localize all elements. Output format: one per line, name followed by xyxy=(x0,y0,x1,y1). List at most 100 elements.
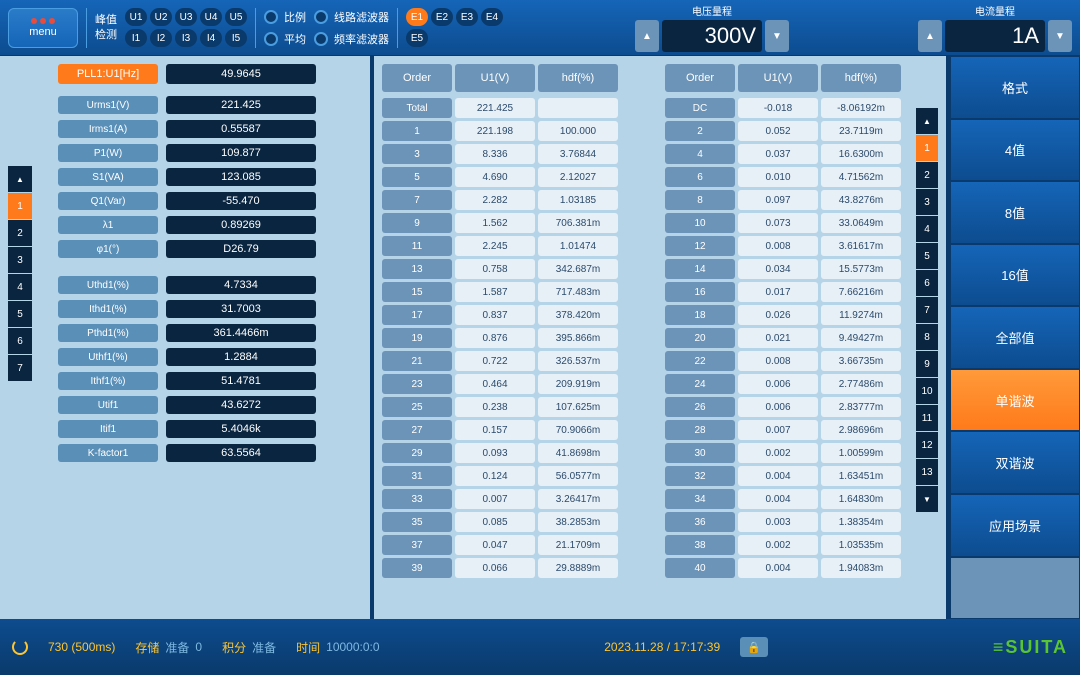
freq-filter-radio[interactable]: 频率滤波器 xyxy=(314,31,389,47)
harmonic-order: 34 xyxy=(665,489,735,509)
measurement-row: Uthf1(%)1.2884 xyxy=(58,348,362,366)
channel-I1[interactable]: I1 xyxy=(125,29,147,47)
right-menu-4[interactable]: 全部值 xyxy=(950,306,1080,369)
right-menu-7[interactable]: 应用场景 xyxy=(950,494,1080,557)
harmonic-order: 13 xyxy=(382,259,452,279)
right-menu-1[interactable]: 4值 xyxy=(950,119,1080,182)
left-tab-1[interactable]: 1 xyxy=(8,193,32,219)
e-channel-E1[interactable]: E1 xyxy=(406,8,428,26)
harmonic-u1: 0.004 xyxy=(738,558,818,578)
center-tab-3[interactable]: 3 xyxy=(916,189,938,215)
channel-I2[interactable]: I2 xyxy=(150,29,172,47)
harmonic-order: 14 xyxy=(665,259,735,279)
channel-U4[interactable]: U4 xyxy=(200,8,222,26)
left-tab-7[interactable]: 7 xyxy=(8,355,32,381)
harmonic-u1: 0.722 xyxy=(455,351,535,371)
tab-up[interactable]: ▲ xyxy=(916,108,938,134)
harmonic-u1: 4.690 xyxy=(455,167,535,187)
harmonic-hdf: 3.26417m xyxy=(538,489,618,509)
harmonic-u1: 0.758 xyxy=(455,259,535,279)
harmonic-u1: 0.073 xyxy=(738,213,818,233)
center-tab-4[interactable]: 4 xyxy=(916,216,938,242)
harmonic-order: 23 xyxy=(382,374,452,394)
right-menu-5[interactable]: 单谐波 xyxy=(950,369,1080,432)
menu-button[interactable]: menu xyxy=(8,8,78,48)
channel-I5[interactable]: I5 xyxy=(225,29,247,47)
right-menu-6[interactable]: 双谐波 xyxy=(950,431,1080,494)
harmonic-hdf: 29.8889m xyxy=(538,558,618,578)
tab-down[interactable]: ▼ xyxy=(916,486,938,512)
voltage-up-button[interactable]: ▲ xyxy=(635,20,659,52)
harmonic-order: 39 xyxy=(382,558,452,578)
center-tab-8[interactable]: 8 xyxy=(916,324,938,350)
harmonic-hdf: 3.76844 xyxy=(538,144,618,164)
center-tab-11[interactable]: 11 xyxy=(916,405,938,431)
left-tab-4[interactable]: 4 xyxy=(8,274,32,300)
channel-U5[interactable]: U5 xyxy=(225,8,247,26)
center-tab-10[interactable]: 10 xyxy=(916,378,938,404)
channel-I4[interactable]: I4 xyxy=(200,29,222,47)
center-tab-1[interactable]: 1 xyxy=(916,135,938,161)
channel-U2[interactable]: U2 xyxy=(150,8,172,26)
avg-radio[interactable]: 平均 xyxy=(264,31,306,47)
measurement-label: Ithd1(%) xyxy=(58,300,158,318)
measurement-row: Ithf1(%)51.4781 xyxy=(58,372,362,390)
peak-detect-label: 峰值 检测 xyxy=(95,13,117,42)
left-tab-3[interactable]: 3 xyxy=(8,247,32,273)
filter-radios: 线路滤波器 频率滤波器 xyxy=(314,9,389,47)
measurement-value: 0.55587 xyxy=(166,120,316,138)
harmonic-order: 38 xyxy=(665,535,735,555)
measurement-value: 0.89269 xyxy=(166,216,316,234)
harmonic-row: 72.2821.03185 xyxy=(382,190,655,210)
left-tab-2[interactable]: 2 xyxy=(8,220,32,246)
harmonic-row: 270.15770.9066m xyxy=(382,420,655,440)
right-menu-0[interactable]: 格式 xyxy=(950,56,1080,119)
e-channel-E5[interactable]: E5 xyxy=(406,29,428,47)
harmonic-order: 36 xyxy=(665,512,735,532)
e-channel-E4[interactable]: E4 xyxy=(481,8,503,26)
channel-U1[interactable]: U1 xyxy=(125,8,147,26)
harmonic-order: 16 xyxy=(665,282,735,302)
ratio-radio[interactable]: 比例 xyxy=(264,9,306,25)
measurement-label: Ithf1(%) xyxy=(58,372,158,390)
harmonic-row: 370.04721.1709m xyxy=(382,535,655,555)
channel-U3[interactable]: U3 xyxy=(175,8,197,26)
center-tab-12[interactable]: 12 xyxy=(916,432,938,458)
harmonic-row: 290.09341.8698m xyxy=(382,443,655,463)
center-tab-7[interactable]: 7 xyxy=(916,297,938,323)
measurement-label: Urms1(V) xyxy=(58,96,158,114)
e-channel-E2[interactable]: E2 xyxy=(431,8,453,26)
separator xyxy=(255,8,256,48)
right-menu-8[interactable] xyxy=(950,557,1080,620)
harmonic-row: 170.837378.420m xyxy=(382,305,655,325)
right-menu-3[interactable]: 16值 xyxy=(950,244,1080,307)
harmonic-hdf: 23.7119m xyxy=(821,121,901,141)
line-filter-radio[interactable]: 线路滤波器 xyxy=(314,9,389,25)
menu-label: menu xyxy=(29,26,57,38)
col-hdf: hdf(%) xyxy=(821,64,901,92)
left-tab-5[interactable]: 5 xyxy=(8,301,32,327)
harmonic-order: 6 xyxy=(665,167,735,187)
voltage-down-button[interactable]: ▼ xyxy=(765,20,789,52)
harmonic-u1: 0.052 xyxy=(738,121,818,141)
harmonic-order: 15 xyxy=(382,282,452,302)
e-channel-E3[interactable]: E3 xyxy=(456,8,478,26)
measurement-row: Utif143.6272 xyxy=(58,396,362,414)
measurement-value: 221.425 xyxy=(166,96,316,114)
center-tab-5[interactable]: 5 xyxy=(916,243,938,269)
harmonic-hdf: 209.919m xyxy=(538,374,618,394)
measurement-value: 361.4466m xyxy=(166,324,316,342)
left-tab-6[interactable]: 6 xyxy=(8,328,32,354)
center-tab-13[interactable]: 13 xyxy=(916,459,938,485)
center-tab-9[interactable]: 9 xyxy=(916,351,938,377)
channel-I3[interactable]: I3 xyxy=(175,29,197,47)
current-up-button[interactable]: ▲ xyxy=(918,20,942,52)
center-tab-6[interactable]: 6 xyxy=(916,270,938,296)
right-menu-2[interactable]: 8值 xyxy=(950,181,1080,244)
harmonic-u1: 0.066 xyxy=(455,558,535,578)
tab-up[interactable]: ▲ xyxy=(8,166,32,192)
center-tab-2[interactable]: 2 xyxy=(916,162,938,188)
lock-button[interactable]: 🔒 xyxy=(740,637,768,657)
current-down-button[interactable]: ▼ xyxy=(1048,20,1072,52)
harmonic-order: 5 xyxy=(382,167,452,187)
